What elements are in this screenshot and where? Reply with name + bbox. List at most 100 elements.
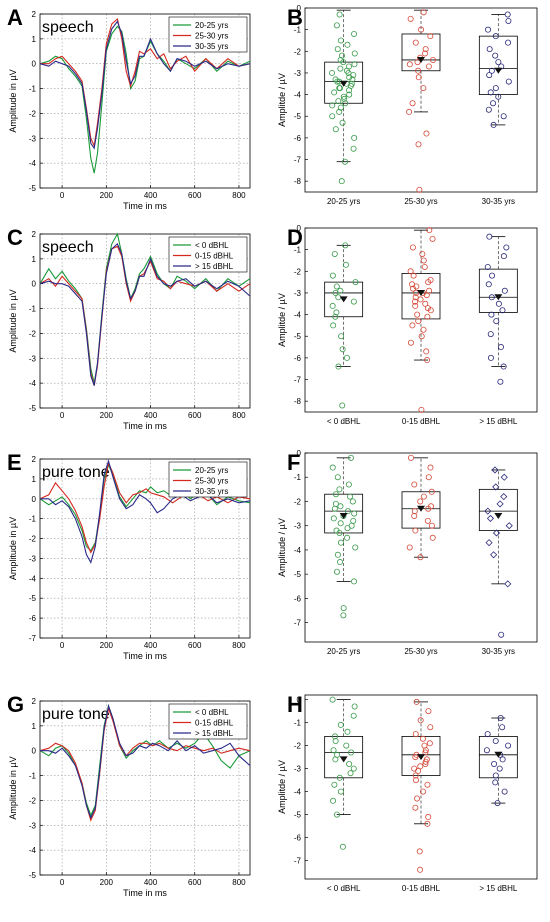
data-point <box>339 119 346 126</box>
stimulus-label: pure tone <box>42 706 110 723</box>
tick-label-y: -7 <box>294 376 302 385</box>
legend-label: 0-15 dBHL <box>195 252 234 261</box>
box-group <box>324 242 364 409</box>
data-point <box>427 307 434 314</box>
legend-label: 25-30 yrs <box>195 32 228 41</box>
data-point <box>423 348 430 355</box>
box-rect <box>401 273 441 320</box>
data-point <box>417 296 424 303</box>
data-point <box>344 508 351 515</box>
tick-label-x: 200 <box>100 411 114 420</box>
y-axis-label: Amplitde / µV <box>277 293 287 347</box>
data-point <box>411 513 418 520</box>
data-point <box>406 61 413 68</box>
box-group <box>324 9 364 185</box>
data-point <box>426 740 433 747</box>
data-point <box>410 272 417 279</box>
data-point <box>422 749 429 756</box>
outlier-point <box>417 866 424 873</box>
data-point <box>415 67 422 74</box>
data-point <box>490 100 497 107</box>
legend-label: < 0 dBHL <box>195 241 229 250</box>
panel-h: H -7 -6 -5 -4 -3 -2 -1 0 Amplitde / µV < 0 dBHL 0-… <box>275 687 550 917</box>
data-point <box>338 52 345 59</box>
data-point <box>420 326 427 333</box>
tick-label-y: 2 <box>32 10 37 19</box>
data-point <box>428 488 435 495</box>
data-point <box>422 761 429 768</box>
data-point <box>500 473 508 481</box>
tick-label-y: 1 <box>32 475 37 484</box>
data-point <box>409 322 416 329</box>
data-point <box>419 250 426 257</box>
data-point <box>488 67 495 74</box>
tick-label-y: -5 <box>29 871 37 880</box>
tick-label-y: -1 <box>29 772 37 781</box>
tick-label-y: -2 <box>29 796 37 805</box>
tick-label-x: 200 <box>100 641 114 650</box>
data-point <box>412 39 419 46</box>
data-point <box>411 765 418 772</box>
data-point <box>334 474 341 481</box>
plot-area: -7 -6 -5 -4 -3 -2 -1 0 Amplitude / µV 20-25 yrs 25… <box>277 449 538 656</box>
data-point <box>412 294 419 301</box>
data-point <box>336 11 343 18</box>
line-chart: 0 200 400 600 800 -5 -4 -3 -2 -1 0 1 2 Time in ms Ampl… <box>8 10 251 211</box>
data-point <box>423 292 430 299</box>
tick-label-y: -6 <box>294 134 302 143</box>
data-point <box>336 486 343 493</box>
tick-label-x: 800 <box>232 191 246 200</box>
tick-label-y: -2 <box>294 47 302 56</box>
box-rect <box>478 488 518 531</box>
data-point <box>332 491 339 498</box>
panel-e: E 0 200 400 600 800 -7 -6 -5 -4 -3 -2 -1 0 1 2 Time in … <box>0 445 275 680</box>
data-point <box>409 244 416 251</box>
tick-label-x: 600 <box>188 411 202 420</box>
data-point <box>350 765 357 772</box>
tick-label-y: -4 <box>294 788 302 797</box>
panel-f: F -7 -6 -5 -4 -3 -2 -1 0 Amplitude / µV 20-25 yrs… <box>275 445 550 680</box>
data-point <box>332 126 339 133</box>
plot-area: -8 -7 -6 -5 -4 -3 -2 -1 0 Amplitde / µV 20-25 yrs 2… <box>277 4 538 206</box>
category-label: 0-15 dBHL <box>402 884 441 893</box>
category-label: < 0 dBHL <box>327 417 361 426</box>
panel-letter: G <box>7 692 25 717</box>
tick-label-y: -5 <box>294 332 302 341</box>
data-point <box>485 281 492 288</box>
box-group <box>478 714 518 807</box>
plot-area: -7 -6 -5 -4 -3 -2 -1 0 Amplitde / µV < 0 dBHL 0-15… <box>277 694 538 893</box>
data-point <box>420 493 427 500</box>
data-point <box>342 242 349 249</box>
tick-label-x: 400 <box>144 641 158 650</box>
data-point <box>344 728 351 735</box>
panel-letter: A <box>7 5 23 30</box>
tick-label-y: -6 <box>29 614 37 623</box>
data-point <box>337 37 344 44</box>
tick-label-x: 800 <box>232 411 246 420</box>
box-group <box>478 11 518 128</box>
box-rect <box>324 736 364 779</box>
data-point <box>333 811 340 818</box>
plot-area: 0 200 400 600 800 -5 -4 -3 -2 -1 0 1 2 Time in ms Ampl… <box>8 10 251 211</box>
box-rect <box>478 268 518 313</box>
tick-label-y: 2 <box>32 697 37 706</box>
box-group <box>324 696 364 850</box>
tick-label-y: -2 <box>29 109 37 118</box>
tick-label-y: -4 <box>29 574 37 583</box>
tick-label-y: -2 <box>29 329 37 338</box>
data-point <box>425 63 432 70</box>
tick-label-x: 800 <box>232 878 246 887</box>
data-point <box>336 85 343 92</box>
data-point <box>334 78 341 85</box>
data-point <box>414 311 421 318</box>
x-axis-label: Time in ms <box>123 201 167 211</box>
data-point <box>340 59 347 66</box>
data-point <box>330 322 337 329</box>
data-point <box>339 346 346 353</box>
data-point <box>332 738 339 745</box>
data-point <box>422 300 429 307</box>
data-point <box>343 354 350 361</box>
data-point <box>412 777 419 784</box>
data-point <box>420 257 427 264</box>
x-axis-label: Time in ms <box>123 421 167 431</box>
